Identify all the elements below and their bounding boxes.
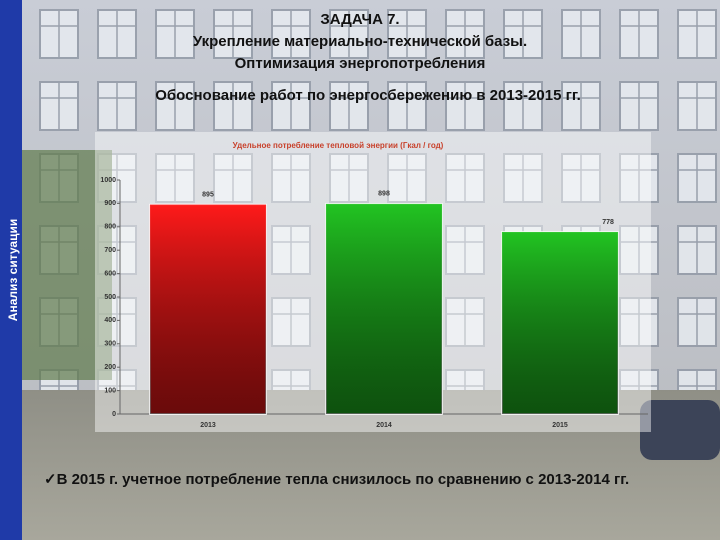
- slide-title: Оптимизация энергопотребления: [235, 55, 486, 72]
- y-tick-label: 100: [104, 387, 116, 394]
- value-label: 898: [378, 191, 390, 198]
- y-tick-label: 400: [104, 317, 116, 324]
- car: [640, 400, 720, 460]
- y-tick-label: 500: [104, 294, 116, 301]
- value-label: 778: [602, 219, 614, 226]
- bar-shade: [149, 204, 267, 414]
- ground: [22, 390, 720, 540]
- x-tick-label: 2013: [200, 422, 216, 429]
- y-tick-label: 600: [104, 270, 116, 277]
- sidebar-text: Анализ ситуации: [6, 219, 20, 321]
- y-tick-label: 0: [112, 411, 116, 418]
- chart-title: Удельное потребление тепловой энергии (Г…: [233, 141, 444, 150]
- note: ✓В 2015 г. учетное потребление тепла сни…: [44, 471, 629, 488]
- x-tick-label: 2014: [376, 422, 392, 429]
- y-tick-label: 300: [104, 341, 116, 348]
- y-tick-label: 700: [104, 247, 116, 254]
- y-tick-label: 1000: [100, 177, 116, 184]
- x-tick-label: 2015: [552, 422, 568, 429]
- slide-title: ЗАДАЧА 7.: [320, 11, 399, 28]
- y-tick-label: 200: [104, 364, 116, 371]
- sidebar: [0, 0, 22, 540]
- bar-shade: [325, 203, 443, 414]
- plot: 0 100 200 300 400 500 600 700 800 900 1000 2013 895 2…: [100, 177, 648, 429]
- value-label: 895: [202, 191, 214, 198]
- slide-subtitle: Обоснование работ по энергосбережению в …: [155, 87, 581, 104]
- bar-shade: [501, 231, 619, 414]
- slide-title: Укрепление материально-технической базы.: [193, 33, 527, 50]
- y-tick-label: 900: [104, 200, 116, 207]
- y-tick-label: 800: [104, 224, 116, 231]
- trees: [22, 150, 112, 380]
